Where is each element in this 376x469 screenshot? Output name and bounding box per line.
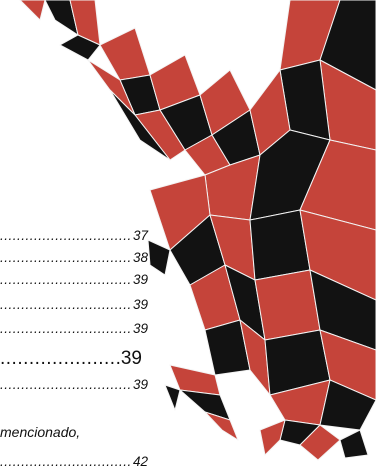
- toc-entry-6[interactable]: ........................................…: [0, 344, 142, 368]
- toc-leader: ........................................…: [0, 377, 132, 391]
- toc-entry-2[interactable]: ........................................…: [0, 246, 148, 264]
- toc-entry-7[interactable]: ........................................…: [0, 373, 148, 391]
- toc-page-number: 39: [132, 320, 148, 336]
- toc-page-number: 39: [132, 376, 148, 392]
- toc-page-number: 42: [132, 453, 148, 469]
- toc-entry-8[interactable]: ........................................…: [0, 450, 148, 468]
- toc-leader: ........................................…: [0, 297, 132, 311]
- toc-leader: ........................................…: [0, 272, 132, 286]
- toc-entry-1[interactable]: ........................................…: [0, 224, 148, 242]
- toc-entry-text: mencionado,: [0, 424, 81, 440]
- toc-page-number: 39: [120, 348, 142, 369]
- toc-page-number: 37: [132, 227, 148, 243]
- toc-leader: ........................................…: [0, 250, 132, 264]
- toc-page-number: 39: [132, 271, 148, 287]
- toc-leader: ........................................…: [0, 454, 132, 468]
- toc-entry-4[interactable]: ........................................…: [0, 293, 148, 311]
- toc-leader: ........................................…: [0, 228, 132, 242]
- toc-leader: ........................................…: [0, 349, 120, 368]
- toc-leader: ........................................…: [0, 321, 132, 335]
- toc-entry-3[interactable]: ........................................…: [0, 268, 148, 286]
- toc-page-number: 39: [132, 296, 148, 312]
- toc-page-number: 38: [132, 249, 148, 265]
- toc-entry-5[interactable]: ........................................…: [0, 317, 148, 335]
